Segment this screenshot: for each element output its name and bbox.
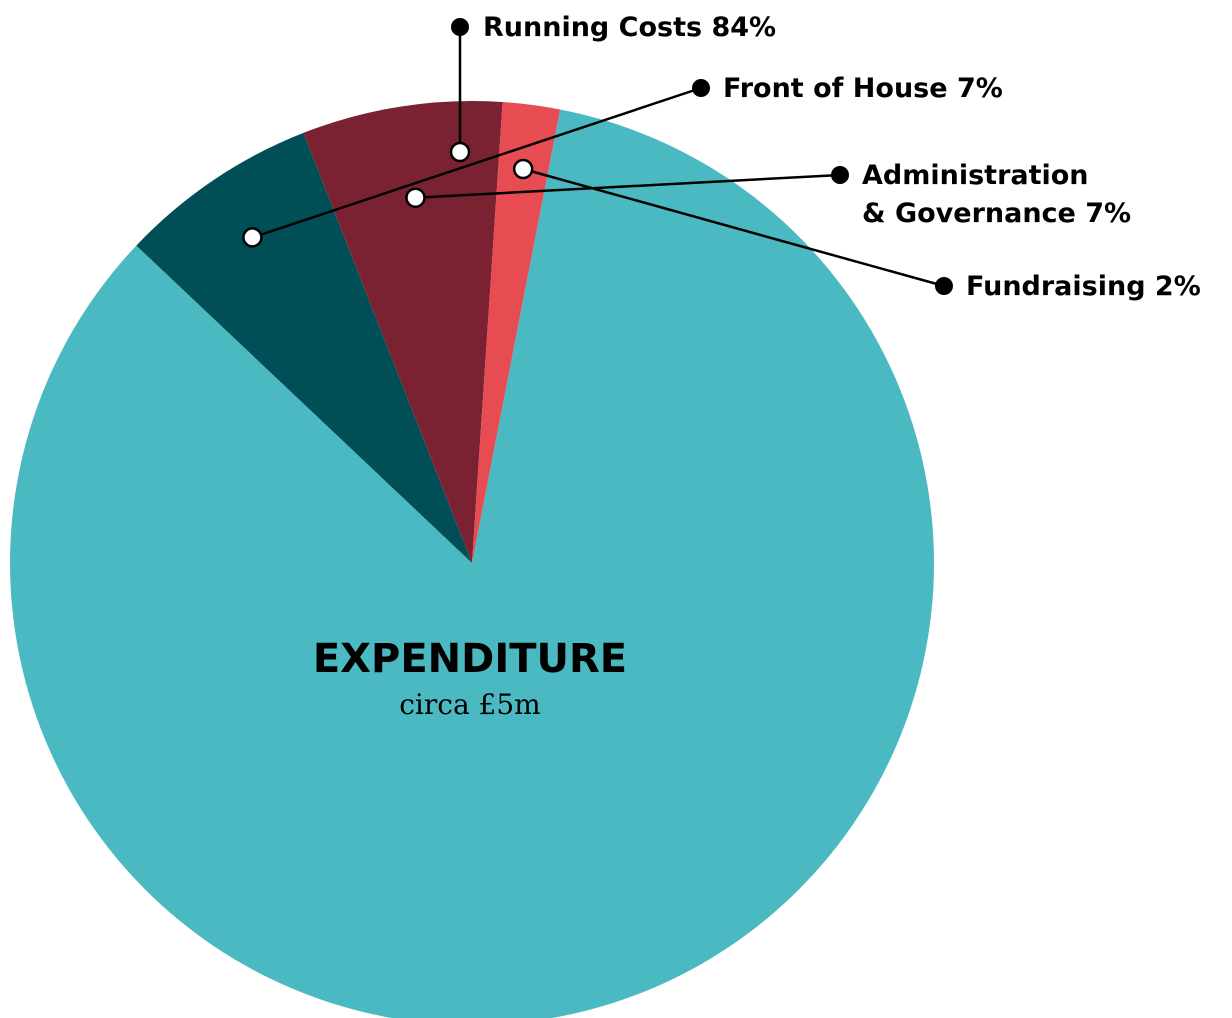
callout-anchor-ring (449, 141, 471, 163)
slice-label-line: & Governance 7% (862, 198, 1131, 229)
slice-callouts: Running Costs 84% Front of House 7% Admini… (242, 12, 1201, 302)
callout-anchor-ring (405, 187, 426, 209)
pie-slice (303, 101, 503, 564)
callout-dot (831, 166, 849, 184)
slice-label: Administration & Governance 7% (862, 160, 1131, 229)
chart-title: EXPENDITURE (313, 636, 627, 682)
callout-leader-line (522, 167, 945, 288)
pie-slices (10, 101, 934, 1018)
callout-dot (692, 79, 710, 97)
chart-subtitle: circa £5m (399, 688, 540, 721)
callout-dot (451, 18, 469, 36)
slice-label-line: Fundraising 2% (966, 271, 1201, 302)
pie-slice (136, 132, 472, 563)
slice-label: Running Costs 84% (483, 12, 776, 43)
pie-slice (472, 102, 561, 564)
callout-anchor-ring (512, 158, 534, 180)
slice-label: Front of House 7% (723, 73, 1003, 104)
pie-slice (10, 109, 934, 1018)
slice-label-line: Front of House 7% (723, 73, 1003, 104)
callout-dot (935, 277, 953, 295)
callout-leader-line (252, 86, 702, 239)
slice-label-line: Administration (862, 160, 1089, 191)
callout-anchor-ring (242, 227, 263, 248)
slice-label-line: Running Costs 84% (483, 12, 776, 43)
slice-label: Fundraising 2% (966, 271, 1201, 302)
callout-leader-line (415, 173, 841, 199)
